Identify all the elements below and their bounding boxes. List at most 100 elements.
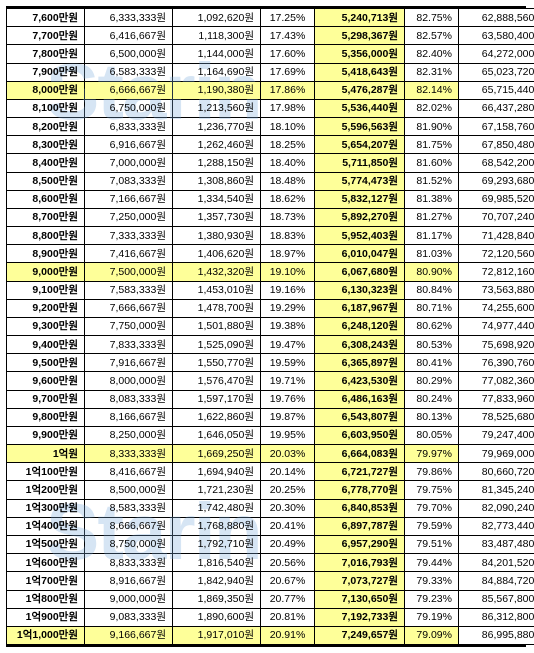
cell-col5: 80.90% bbox=[405, 263, 459, 281]
cell-col6: 69,293,680원 bbox=[459, 172, 534, 190]
cell-col6: 74,255,600원 bbox=[459, 299, 534, 317]
table-row: 1억원8,333,333원1,669,250원20.03%6,664,083원7… bbox=[7, 445, 534, 463]
cell-col1: 8,166,667원 bbox=[85, 408, 173, 426]
table-row: 9,900만원8,250,000원1,646,050원19.95%6,603,9… bbox=[7, 426, 534, 444]
cell-col1: 7,333,333원 bbox=[85, 227, 173, 245]
table-row: 8,700만원7,250,000원1,357,730원18.73%5,892,2… bbox=[7, 208, 534, 226]
cell-col5: 81.38% bbox=[405, 190, 459, 208]
cell-col2: 1,742,480원 bbox=[173, 499, 261, 517]
cell-col5: 79.19% bbox=[405, 608, 459, 626]
cell-col3: 19.38% bbox=[261, 317, 315, 335]
table-row: 7,900만원6,583,333원1,164,690원17.69%5,418,6… bbox=[7, 63, 534, 81]
table-row: 7,700만원6,416,667원1,118,300원17.43%5,298,3… bbox=[7, 27, 534, 45]
cell-col6: 86,995,880원 bbox=[459, 626, 534, 644]
cell-col4: 7,130,650원 bbox=[315, 590, 405, 608]
cell-col1: 8,083,333원 bbox=[85, 390, 173, 408]
cell-col3: 20.49% bbox=[261, 535, 315, 553]
cell-col2: 1,816,540원 bbox=[173, 554, 261, 572]
cell-col6: 69,985,520원 bbox=[459, 190, 534, 208]
cell-col5: 79.44% bbox=[405, 554, 459, 572]
cell-col6: 82,773,440원 bbox=[459, 517, 534, 535]
table-row: 8,900만원7,416,667원1,406,620원18.97%6,010,0… bbox=[7, 245, 534, 263]
cell-col1: 6,916,667원 bbox=[85, 136, 173, 154]
cell-col0: 7,700만원 bbox=[7, 27, 85, 45]
cell-col1: 7,833,333원 bbox=[85, 336, 173, 354]
cell-col4: 5,892,270원 bbox=[315, 208, 405, 226]
cell-col2: 1,288,150원 bbox=[173, 154, 261, 172]
cell-col3: 19.87% bbox=[261, 408, 315, 426]
cell-col5: 79.70% bbox=[405, 499, 459, 517]
cell-col0: 8,300만원 bbox=[7, 136, 85, 154]
cell-col1: 6,416,667원 bbox=[85, 27, 173, 45]
cell-col2: 1,406,620원 bbox=[173, 245, 261, 263]
table-row: 1억600만원8,833,333원1,816,540원20.56%7,016,7… bbox=[7, 554, 534, 572]
table-row: 1억400만원8,666,667원1,768,880원20.41%6,897,7… bbox=[7, 517, 534, 535]
table-row: 9,100만원7,583,333원1,453,010원19.16%6,130,3… bbox=[7, 281, 534, 299]
cell-col4: 6,721,727원 bbox=[315, 463, 405, 481]
cell-col6: 65,023,720원 bbox=[459, 63, 534, 81]
cell-col2: 1,576,470원 bbox=[173, 372, 261, 390]
cell-col1: 7,750,000원 bbox=[85, 317, 173, 335]
cell-col2: 1,890,600원 bbox=[173, 608, 261, 626]
cell-col0: 9,100만원 bbox=[7, 281, 85, 299]
cell-col0: 9,700만원 bbox=[7, 390, 85, 408]
cell-col0: 1억900만원 bbox=[7, 608, 85, 626]
cell-col5: 79.23% bbox=[405, 590, 459, 608]
cell-col4: 6,010,047원 bbox=[315, 245, 405, 263]
table-row: 7,800만원6,500,000원1,144,000원17.60%5,356,0… bbox=[7, 45, 534, 63]
cell-col3: 20.56% bbox=[261, 554, 315, 572]
cell-col6: 65,715,440원 bbox=[459, 81, 534, 99]
cell-col5: 82.57% bbox=[405, 27, 459, 45]
cell-col2: 1,768,880원 bbox=[173, 517, 261, 535]
cell-col3: 19.10% bbox=[261, 263, 315, 281]
cell-col3: 19.59% bbox=[261, 354, 315, 372]
cell-col2: 1,164,690원 bbox=[173, 63, 261, 81]
cell-col3: 17.60% bbox=[261, 45, 315, 63]
cell-col4: 7,249,657원 bbox=[315, 626, 405, 644]
cell-col0: 9,300만원 bbox=[7, 317, 85, 335]
cell-col5: 80.84% bbox=[405, 281, 459, 299]
cell-col3: 17.43% bbox=[261, 27, 315, 45]
cell-col5: 79.33% bbox=[405, 572, 459, 590]
cell-col2: 1,525,090원 bbox=[173, 336, 261, 354]
cell-col4: 5,240,713원 bbox=[315, 9, 405, 27]
table-row: 8,400만원7,000,000원1,288,150원18.40%5,711,8… bbox=[7, 154, 534, 172]
cell-col1: 9,083,333원 bbox=[85, 608, 173, 626]
table-row: 1억800만원9,000,000원1,869,350원20.77%7,130,6… bbox=[7, 590, 534, 608]
cell-col5: 80.41% bbox=[405, 354, 459, 372]
cell-col2: 1,213,560원 bbox=[173, 99, 261, 117]
cell-col2: 1,646,050원 bbox=[173, 426, 261, 444]
table-row: 9,000만원7,500,000원1,432,320원19.10%6,067,6… bbox=[7, 263, 534, 281]
salary-table: 7,600만원6,333,333원1,092,620원17.25%5,240,7… bbox=[6, 8, 534, 645]
cell-col5: 82.31% bbox=[405, 63, 459, 81]
cell-col3: 17.98% bbox=[261, 99, 315, 117]
cell-col5: 79.97% bbox=[405, 445, 459, 463]
cell-col3: 20.25% bbox=[261, 481, 315, 499]
cell-col4: 7,073,727원 bbox=[315, 572, 405, 590]
cell-col6: 64,272,000원 bbox=[459, 45, 534, 63]
cell-col5: 81.52% bbox=[405, 172, 459, 190]
cell-col3: 20.30% bbox=[261, 499, 315, 517]
cell-col6: 82,090,240원 bbox=[459, 499, 534, 517]
cell-col1: 7,666,667원 bbox=[85, 299, 173, 317]
cell-col3: 19.29% bbox=[261, 299, 315, 317]
cell-col4: 5,536,440원 bbox=[315, 99, 405, 117]
table-row: 8,300만원6,916,667원1,262,460원18.25%5,654,2… bbox=[7, 136, 534, 154]
cell-col3: 17.86% bbox=[261, 81, 315, 99]
cell-col2: 1,869,350원 bbox=[173, 590, 261, 608]
cell-col3: 18.62% bbox=[261, 190, 315, 208]
cell-col1: 8,833,333원 bbox=[85, 554, 173, 572]
cell-col1: 8,500,000원 bbox=[85, 481, 173, 499]
cell-col5: 80.71% bbox=[405, 299, 459, 317]
table-row: 8,800만원7,333,333원1,380,930원18.83%5,952,4… bbox=[7, 227, 534, 245]
table-row: 8,200만원6,833,333원1,236,770원18.10%5,596,5… bbox=[7, 118, 534, 136]
cell-col0: 1억300만원 bbox=[7, 499, 85, 517]
table-row: 1억1,000만원9,166,667원1,917,010원20.91%7,249… bbox=[7, 626, 534, 644]
cell-col5: 79.75% bbox=[405, 481, 459, 499]
cell-col0: 1억200만원 bbox=[7, 481, 85, 499]
table-row: 9,400만원7,833,333원1,525,090원19.47%6,308,2… bbox=[7, 336, 534, 354]
table-row: 8,100만원6,750,000원1,213,560원17.98%5,536,4… bbox=[7, 99, 534, 117]
cell-col0: 1억800만원 bbox=[7, 590, 85, 608]
cell-col4: 5,356,000원 bbox=[315, 45, 405, 63]
cell-col4: 5,298,367원 bbox=[315, 27, 405, 45]
